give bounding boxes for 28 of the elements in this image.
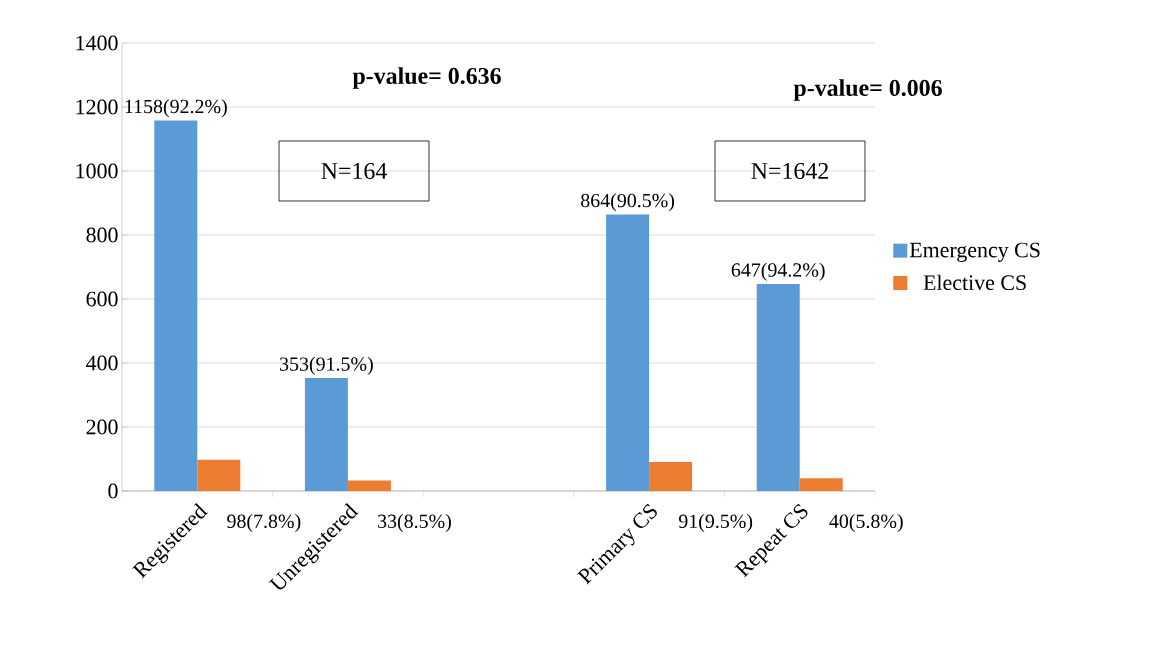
legend-label: Emergency CS	[909, 242, 1040, 262]
y-tick-label: 800	[86, 227, 118, 243]
data-label: 33(8.5%)	[378, 513, 451, 533]
y-tick-label: 1200	[76, 99, 118, 115]
bar	[154, 120, 198, 491]
bar	[197, 459, 241, 491]
bar	[649, 461, 693, 491]
data-label: 40(5.8%)	[829, 513, 903, 533]
y-tick-label: 200	[86, 419, 118, 435]
y-tick-label: 1400	[76, 35, 118, 51]
y-tick-label: 1000	[76, 163, 118, 179]
data-label: 864(90.5%)	[581, 193, 675, 212]
y-tick-label: 600	[86, 291, 118, 307]
bar	[756, 283, 800, 491]
legend-label: Elective CS	[923, 274, 1026, 291]
annotation: N=1642	[751, 162, 828, 180]
bar	[606, 214, 650, 491]
data-label: 353(91.5%)	[280, 356, 373, 375]
annotation: p-value= 0.636	[352, 67, 501, 89]
annotation: N=164	[321, 162, 387, 180]
bar	[347, 480, 391, 491]
bar	[304, 378, 348, 491]
y-tick-label: 0	[108, 483, 118, 499]
bar	[799, 478, 843, 491]
data-label: 647(94.2%)	[731, 262, 825, 281]
y-tick-label: 400	[86, 355, 118, 371]
annotation: p-value= 0.006	[793, 79, 942, 101]
data-label: 1158(92.2%)	[125, 99, 227, 118]
